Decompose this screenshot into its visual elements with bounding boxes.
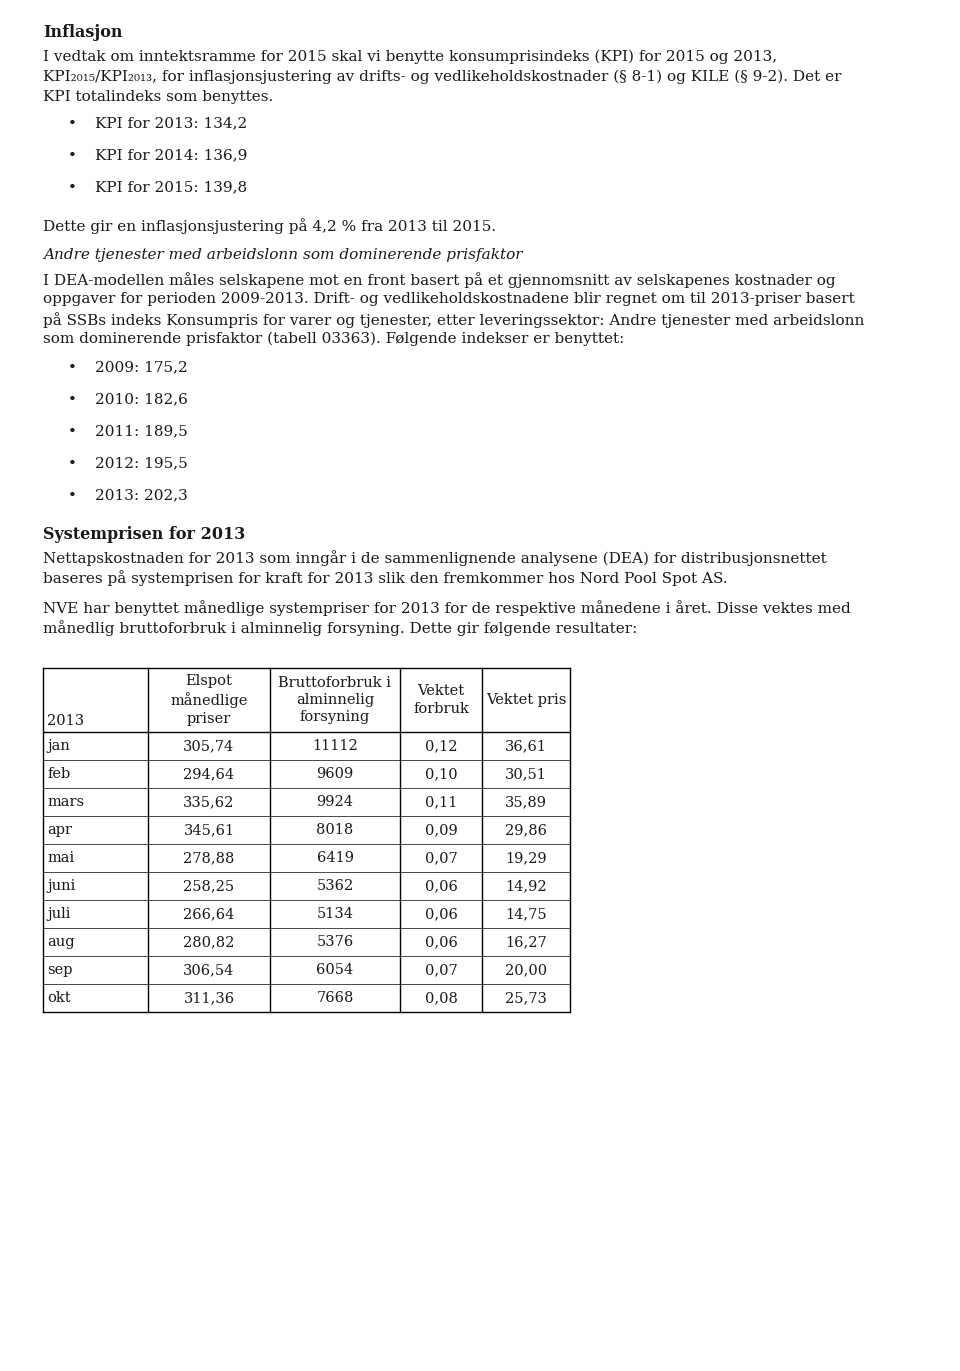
Text: apr: apr (47, 823, 72, 838)
Text: Bruttoforbruk i
alminnelig
forsyning: Bruttoforbruk i alminnelig forsyning (278, 676, 392, 724)
Text: oppgaver for perioden 2009-2013. Drift- og vedlikeholdskostnadene blir regnet om: oppgaver for perioden 2009-2013. Drift- … (43, 292, 854, 306)
Text: NVE har benyttet månedlige systempriser for 2013 for de respektive månedene i år: NVE har benyttet månedlige systempriser … (43, 600, 851, 616)
Text: •: • (68, 489, 77, 503)
Text: Inflasjon: Inflasjon (43, 25, 123, 41)
Text: 5134: 5134 (317, 908, 353, 921)
Text: 6419: 6419 (317, 851, 353, 865)
Text: •: • (68, 117, 77, 132)
Text: 8018: 8018 (317, 823, 353, 838)
Text: 2011: 189,5: 2011: 189,5 (95, 424, 188, 437)
Text: 2010: 182,6: 2010: 182,6 (95, 392, 188, 406)
Text: 29,86: 29,86 (505, 823, 547, 838)
Text: KPI for 2014: 136,9: KPI for 2014: 136,9 (95, 148, 248, 162)
Text: 258,25: 258,25 (183, 879, 234, 893)
Text: Dette gir en inflasjonsjustering på 4,2 % fra 2013 til 2015.: Dette gir en inflasjonsjustering på 4,2 … (43, 218, 496, 234)
Text: 280,82: 280,82 (183, 935, 234, 949)
Text: 9609: 9609 (317, 766, 353, 781)
Text: Systemprisen for 2013: Systemprisen for 2013 (43, 526, 245, 543)
Text: 5376: 5376 (317, 935, 353, 949)
Text: Vektet
forbruk: Vektet forbruk (413, 684, 468, 716)
Text: •: • (68, 149, 77, 163)
Text: KPI totalindeks som benyttes.: KPI totalindeks som benyttes. (43, 90, 274, 104)
Text: 7668: 7668 (316, 991, 353, 1005)
Text: 11112: 11112 (312, 739, 358, 753)
Text: 278,88: 278,88 (183, 851, 234, 865)
Text: KPI₂₀₁₅/KPI₂₀₁₃, for inflasjonsjustering av drifts- og vedlikeholdskostnader (§ : KPI₂₀₁₅/KPI₂₀₁₃, for inflasjonsjustering… (43, 70, 842, 85)
Text: 0,07: 0,07 (424, 851, 457, 865)
Text: 6054: 6054 (317, 962, 353, 978)
Text: 0,10: 0,10 (424, 766, 457, 781)
Text: 266,64: 266,64 (183, 908, 234, 921)
Text: 345,61: 345,61 (183, 823, 234, 838)
Text: 2013: 202,3: 2013: 202,3 (95, 488, 188, 502)
Text: KPI for 2015: 139,8: KPI for 2015: 139,8 (95, 180, 247, 195)
Text: •: • (68, 181, 77, 195)
Text: 35,89: 35,89 (505, 795, 547, 809)
Text: okt: okt (47, 991, 71, 1005)
Text: aug: aug (47, 935, 75, 949)
Text: 311,36: 311,36 (183, 991, 234, 1005)
Text: •: • (68, 457, 77, 472)
Text: Nettapskostnaden for 2013 som inngår i de sammenlignende analysene (DEA) for dis: Nettapskostnaden for 2013 som inngår i d… (43, 550, 827, 566)
Text: 25,73: 25,73 (505, 991, 547, 1005)
Text: baseres på systemprisen for kraft for 2013 slik den fremkommer hos Nord Pool Spo: baseres på systemprisen for kraft for 20… (43, 570, 728, 585)
Text: 14,75: 14,75 (505, 908, 547, 921)
Text: månedlig bruttoforbruk i alminnelig forsyning. Dette gir følgende resultater:: månedlig bruttoforbruk i alminnelig fors… (43, 620, 637, 636)
Text: juli: juli (47, 908, 70, 921)
Text: 0,12: 0,12 (424, 739, 457, 753)
Text: 2013: 2013 (47, 714, 84, 728)
Text: •: • (68, 361, 77, 376)
Text: 5362: 5362 (317, 879, 353, 893)
Text: 0,06: 0,06 (424, 908, 457, 921)
Text: mars: mars (47, 795, 84, 809)
Text: 294,64: 294,64 (183, 766, 234, 781)
Text: I DEA-modellen måles selskapene mot en front basert på et gjennomsnitt av selska: I DEA-modellen måles selskapene mot en f… (43, 271, 835, 288)
Text: 16,27: 16,27 (505, 935, 547, 949)
Text: 0,11: 0,11 (425, 795, 457, 809)
Text: •: • (68, 393, 77, 407)
Text: mai: mai (47, 851, 74, 865)
Text: 306,54: 306,54 (183, 962, 234, 978)
Text: jan: jan (47, 739, 70, 753)
Text: Vektet pris: Vektet pris (486, 692, 566, 707)
Text: Andre tjenester med arbeidslonn som dominerende prisfaktor: Andre tjenester med arbeidslonn som domi… (43, 248, 522, 262)
Text: I vedtak om inntektsramme for 2015 skal vi benytte konsumprisindeks (KPI) for 20: I vedtak om inntektsramme for 2015 skal … (43, 49, 778, 64)
Text: 0,08: 0,08 (424, 991, 457, 1005)
Text: 30,51: 30,51 (505, 766, 547, 781)
Text: 305,74: 305,74 (183, 739, 234, 753)
Text: 2009: 175,2: 2009: 175,2 (95, 361, 188, 374)
Text: 20,00: 20,00 (505, 962, 547, 978)
Text: 19,29: 19,29 (505, 851, 547, 865)
Text: juni: juni (47, 879, 76, 893)
Text: KPI for 2013: 134,2: KPI for 2013: 134,2 (95, 117, 248, 130)
Text: som dominerende prisfaktor (tabell 03363). Følgende indekser er benyttet:: som dominerende prisfaktor (tabell 03363… (43, 332, 624, 347)
Text: 0,06: 0,06 (424, 935, 457, 949)
Text: på SSBs indeks Konsumpris for varer og tjenester, etter leveringssektor: Andre t: på SSBs indeks Konsumpris for varer og t… (43, 313, 864, 328)
Text: 0,09: 0,09 (424, 823, 457, 838)
Text: 14,92: 14,92 (505, 879, 547, 893)
Text: •: • (68, 425, 77, 439)
Text: 9924: 9924 (317, 795, 353, 809)
Text: 0,06: 0,06 (424, 879, 457, 893)
Text: 0,07: 0,07 (424, 962, 457, 978)
Text: Elspot
månedlige
priser: Elspot månedlige priser (170, 675, 248, 725)
Text: 36,61: 36,61 (505, 739, 547, 753)
Text: feb: feb (47, 766, 70, 781)
Text: sep: sep (47, 962, 73, 978)
Text: 335,62: 335,62 (183, 795, 234, 809)
Text: 2012: 195,5: 2012: 195,5 (95, 457, 188, 470)
